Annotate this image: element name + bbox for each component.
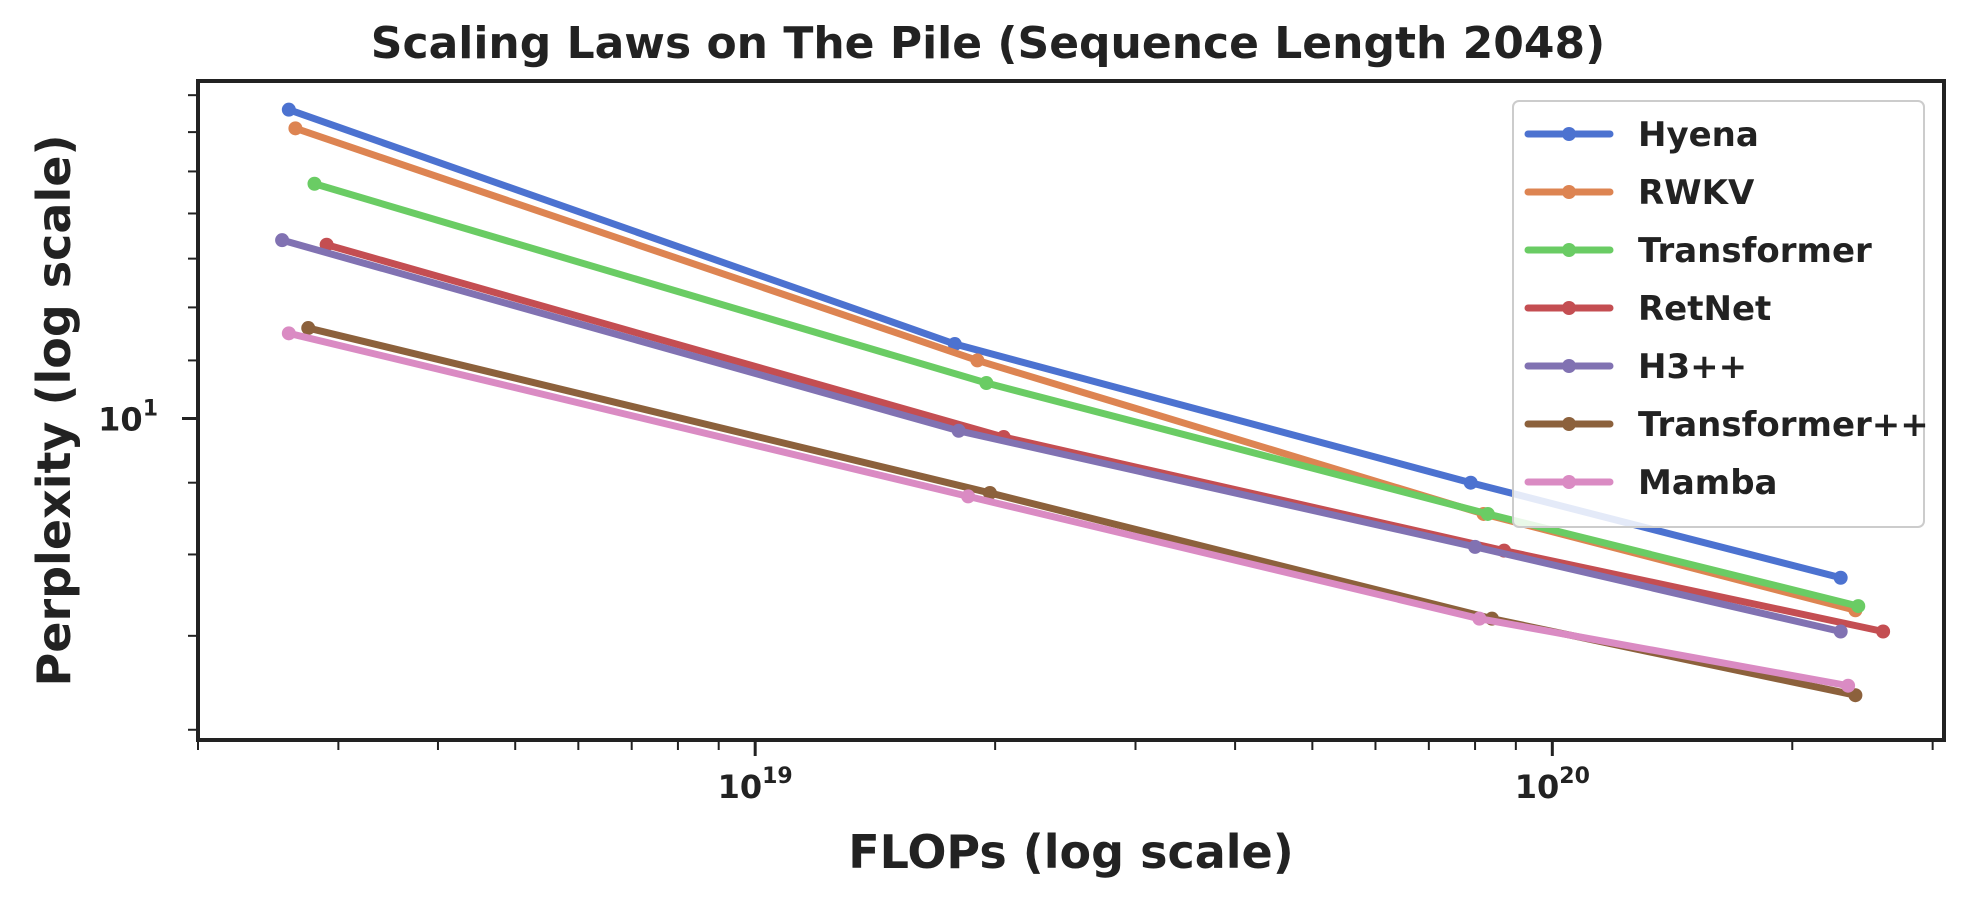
data-point-rwkv <box>970 353 985 368</box>
y-tick-base: 10 <box>98 400 143 438</box>
legend-item-transformerpp: Transformer++ <box>1524 405 1929 445</box>
data-point-hyena <box>947 337 962 352</box>
x-tick-base: 10 <box>1515 768 1560 806</box>
legend-marker <box>1562 185 1576 199</box>
y-axis-label: Perplexity (log scale) <box>27 135 81 687</box>
data-point-hyena <box>1833 570 1848 585</box>
legend-label: Transformer <box>1638 231 1872 271</box>
data-point-h3pp <box>1833 624 1848 639</box>
legend-marker <box>1562 127 1576 141</box>
data-point-mamba <box>961 489 976 504</box>
legend-marker <box>1562 301 1576 315</box>
data-point-retnet <box>1876 624 1891 639</box>
y-tick-exponent: 1 <box>143 396 158 421</box>
legend: Hyena RWKV Transformer RetNet H3++ Transforme… <box>1512 100 1929 528</box>
series-h3pp <box>275 233 1848 639</box>
data-point-hyena <box>1463 475 1478 490</box>
data-point-h3pp <box>275 233 290 248</box>
legend-item-rwkv: RWKV <box>1524 173 1755 213</box>
y-tick-label: 101 <box>98 396 158 438</box>
x-tick-exponent: 20 <box>1559 764 1590 789</box>
legend-item-mamba: Mamba <box>1524 463 1778 503</box>
data-point-mamba <box>1841 678 1856 693</box>
x-axis-label: FLOPs (log scale) <box>848 825 1294 879</box>
x-tick-exponent: 19 <box>762 764 793 789</box>
data-point-mamba <box>281 326 296 341</box>
data-point-mamba <box>1472 611 1487 626</box>
legend-label: Transformer++ <box>1638 405 1929 445</box>
legend-label: RetNet <box>1638 289 1771 329</box>
legend-box <box>1512 100 1925 528</box>
legend-label: Hyena <box>1638 115 1759 155</box>
data-point-transformer <box>979 375 994 390</box>
data-point-hyena <box>281 102 296 117</box>
data-point-h3pp <box>951 423 966 438</box>
x-tick-label: 1019 <box>718 764 793 806</box>
plot-frame <box>196 79 1946 742</box>
y-axis: 101 <box>98 94 198 731</box>
series-line-hyena <box>285 106 1845 582</box>
data-point-rwkv <box>288 121 303 136</box>
legend-item-h3pp: H3++ <box>1524 347 1747 387</box>
legend-item-transformer: Transformer <box>1524 231 1872 271</box>
series-hyena <box>281 102 1848 585</box>
legend-label: RWKV <box>1638 173 1755 213</box>
legend-item-retnet: RetNet <box>1524 289 1771 329</box>
data-point-transformer <box>307 176 322 191</box>
series-line-transformer <box>310 180 1862 610</box>
data-point-transformer <box>1851 599 1866 614</box>
series-line-h3pp <box>278 236 1845 635</box>
legend-marker <box>1562 475 1576 489</box>
legend-item-hyena: Hyena <box>1524 115 1759 155</box>
series-transformer <box>307 176 1866 614</box>
legend-marker <box>1562 417 1576 431</box>
series-line-mamba <box>285 329 1852 690</box>
series-layer <box>275 102 1891 703</box>
data-point-transformer <box>1480 506 1495 521</box>
data-point-transformerpp <box>982 485 997 500</box>
series-mamba <box>281 326 1856 693</box>
data-point-transformerpp <box>1848 688 1863 703</box>
chart-title: Scaling Laws on The Pile (Sequence Lengt… <box>371 18 1605 69</box>
x-axis: 1019 1020 <box>197 740 1934 806</box>
data-point-transformerpp <box>301 321 316 336</box>
data-point-h3pp <box>1468 539 1483 554</box>
x-tick-label: 1020 <box>1515 764 1590 806</box>
legend-marker <box>1562 359 1576 373</box>
legend-label: H3++ <box>1638 347 1747 387</box>
legend-label: Mamba <box>1638 463 1778 503</box>
x-tick-base: 10 <box>718 768 763 806</box>
legend-marker <box>1562 243 1576 257</box>
